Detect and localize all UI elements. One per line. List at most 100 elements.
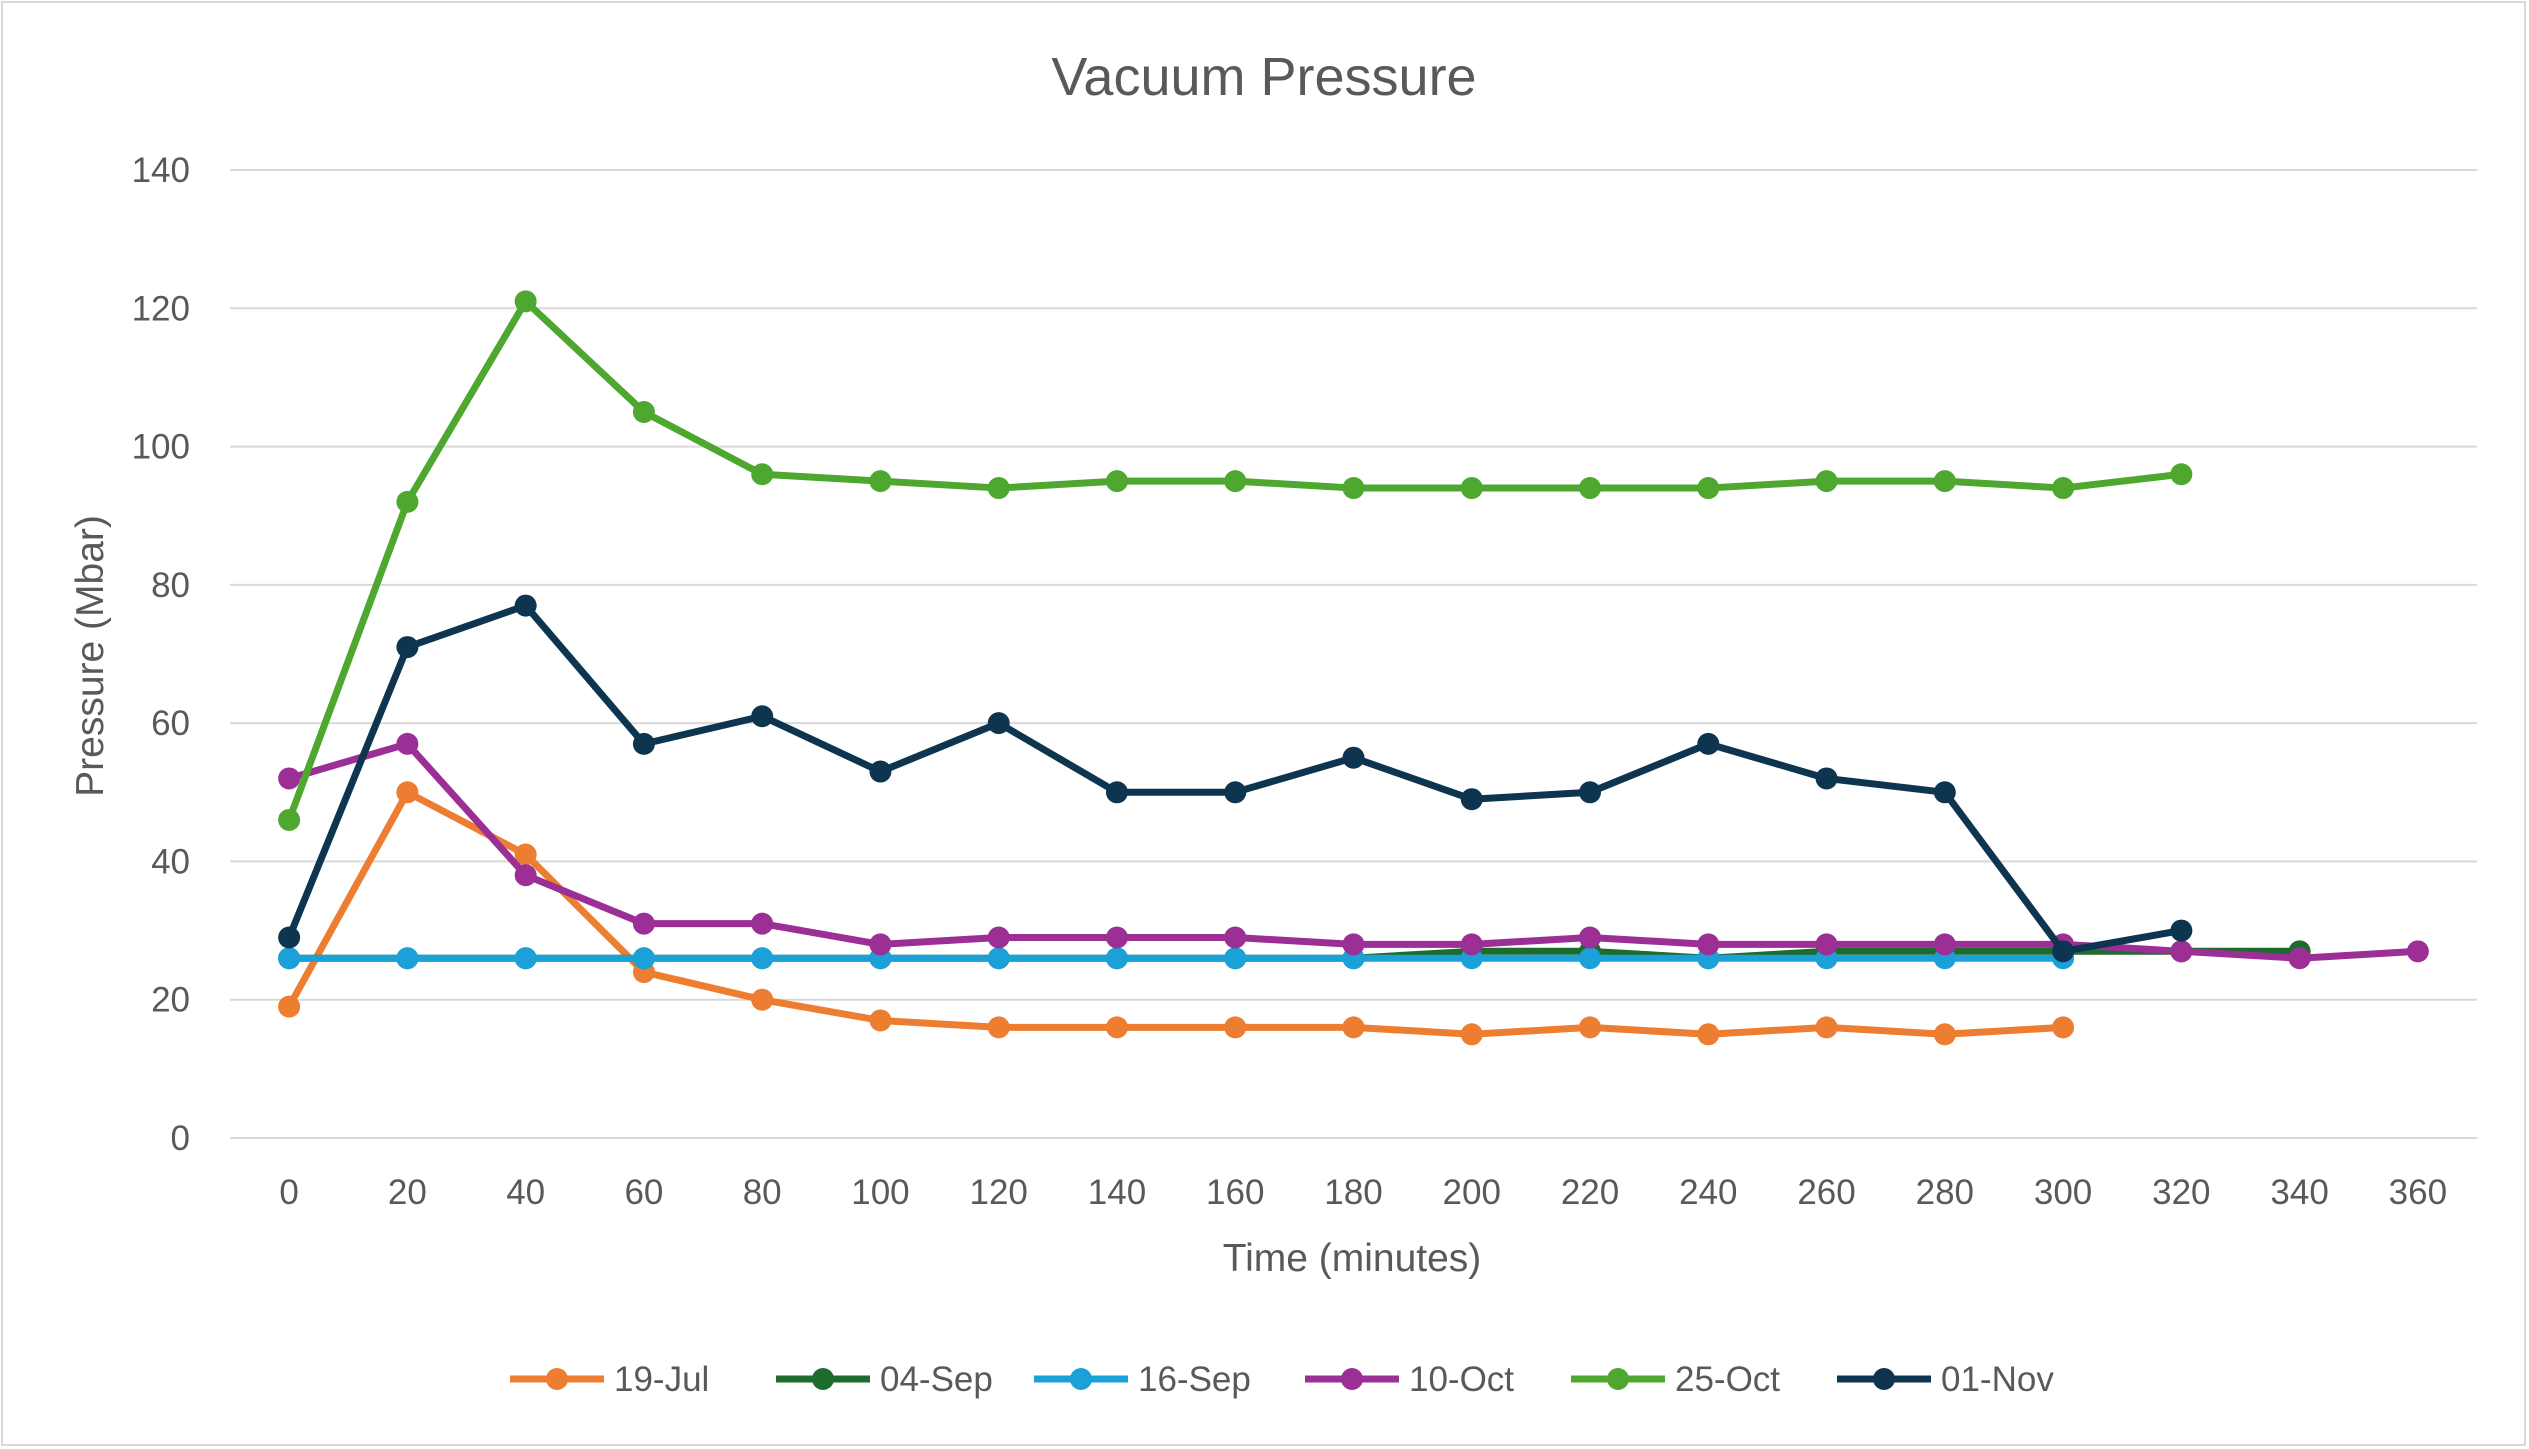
data-point	[2052, 477, 2075, 500]
y-tick-label: 140	[132, 151, 190, 190]
y-tick-label: 20	[151, 981, 190, 1020]
data-point	[987, 947, 1010, 970]
x-tick-label: 100	[851, 1173, 909, 1212]
data-point	[278, 995, 301, 1018]
series-01-Nov	[278, 594, 2193, 963]
legend-swatch-marker	[546, 1368, 568, 1390]
data-point	[1342, 746, 1365, 769]
data-point	[1460, 933, 1483, 956]
data-point	[514, 947, 537, 970]
legend-item: 04-Sep	[776, 1360, 993, 1399]
x-tick-label: 320	[2152, 1173, 2210, 1212]
data-point	[514, 290, 537, 313]
x-tick-label: 60	[624, 1173, 663, 1212]
data-point	[632, 401, 655, 423]
data-point	[1815, 1016, 1838, 1039]
data-point	[1460, 1023, 1483, 1046]
legend-label: 04-Sep	[880, 1360, 993, 1399]
x-tick-label: 160	[1206, 1173, 1264, 1212]
data-point	[1697, 933, 1720, 956]
data-point	[1105, 781, 1128, 804]
data-point	[987, 477, 1010, 500]
data-point	[1697, 732, 1720, 755]
x-tick-label: 140	[1088, 1173, 1146, 1212]
x-tick-label: 180	[1324, 1173, 1382, 1212]
data-point	[869, 470, 892, 493]
data-point	[632, 912, 655, 935]
x-tick-label: 360	[2389, 1173, 2447, 1212]
gridlines	[230, 169, 2477, 1139]
data-point	[869, 760, 892, 783]
data-point	[1697, 477, 1720, 500]
series-19-Jul	[278, 781, 2075, 1046]
data-point	[396, 636, 419, 659]
legend-swatch-marker	[1070, 1368, 1092, 1390]
data-point	[514, 864, 537, 887]
data-point	[1224, 947, 1247, 970]
x-tick-label: 200	[1443, 1173, 1501, 1212]
legend-swatch-marker	[1607, 1368, 1629, 1390]
data-point	[514, 594, 537, 617]
data-point	[1933, 933, 1956, 956]
data-point	[396, 947, 419, 970]
data-point	[2170, 940, 2193, 963]
data-point	[869, 933, 892, 956]
data-point	[1105, 947, 1128, 970]
data-point	[396, 490, 419, 513]
y-axis-title: Pressure (Mbar)	[69, 515, 112, 797]
data-point	[1224, 1016, 1247, 1039]
x-tick-label: 120	[970, 1173, 1028, 1212]
series-line	[285, 297, 2185, 824]
data-point	[1460, 477, 1483, 500]
x-tick-label: 240	[1679, 1173, 1737, 1212]
legend-swatch-marker	[812, 1368, 834, 1390]
data-point	[987, 712, 1010, 735]
y-tick-label: 40	[151, 842, 190, 881]
x-tick-label: 280	[1916, 1173, 1974, 1212]
data-point	[751, 705, 774, 728]
data-point	[2288, 947, 2311, 970]
data-point	[1224, 926, 1247, 949]
data-point	[2052, 1016, 2075, 1039]
legend-label: 16-Sep	[1138, 1360, 1251, 1399]
series-line	[285, 788, 2067, 1038]
data-point	[751, 947, 774, 970]
data-point	[1579, 477, 1602, 500]
y-tick-label: 60	[151, 704, 190, 743]
y-tick-label: 120	[132, 289, 190, 328]
legend-item: 01-Nov	[1837, 1360, 2054, 1399]
data-point	[1105, 926, 1128, 949]
data-point	[1933, 1023, 1956, 1046]
data-point	[987, 1016, 1010, 1039]
data-point	[1697, 1023, 1720, 1046]
y-axis-ticks: 0 20 40 60 80 100 120 140	[132, 151, 190, 1158]
data-point	[1933, 781, 1956, 804]
legend-item: 10-Oct	[1305, 1360, 1514, 1399]
data-point	[278, 947, 301, 970]
y-tick-label: 100	[132, 428, 190, 467]
data-point	[1815, 470, 1838, 493]
x-tick-label: 340	[2270, 1173, 2328, 1212]
data-point	[751, 463, 774, 486]
data-point	[1579, 926, 1602, 949]
legend-item: 16-Sep	[1034, 1360, 1251, 1399]
legend: 19-Jul 04-Sep 16-Sep 10-Oct 25-Oct 01-Nov	[510, 1360, 2054, 1399]
data-point	[751, 988, 774, 1011]
data-point	[1815, 767, 1838, 790]
data-point	[1579, 1016, 1602, 1039]
x-tick-label: 220	[1561, 1173, 1619, 1212]
legend-item: 19-Jul	[510, 1360, 709, 1399]
legend-item: 25-Oct	[1571, 1360, 1780, 1399]
data-point	[632, 732, 655, 755]
data-point	[1105, 470, 1128, 493]
legend-label: 10-Oct	[1409, 1360, 1514, 1399]
data-point	[278, 808, 301, 831]
y-tick-label: 0	[171, 1119, 190, 1158]
data-point	[278, 767, 301, 790]
x-axis-ticks: 0 20 40 60 80 100 120 140 160 180 200 220 240 260 280 3…	[279, 1173, 2447, 1212]
data-point	[987, 926, 1010, 949]
data-point	[2170, 463, 2193, 486]
data-point	[1224, 781, 1247, 804]
data-point	[1342, 477, 1365, 500]
data-point	[1342, 933, 1365, 956]
